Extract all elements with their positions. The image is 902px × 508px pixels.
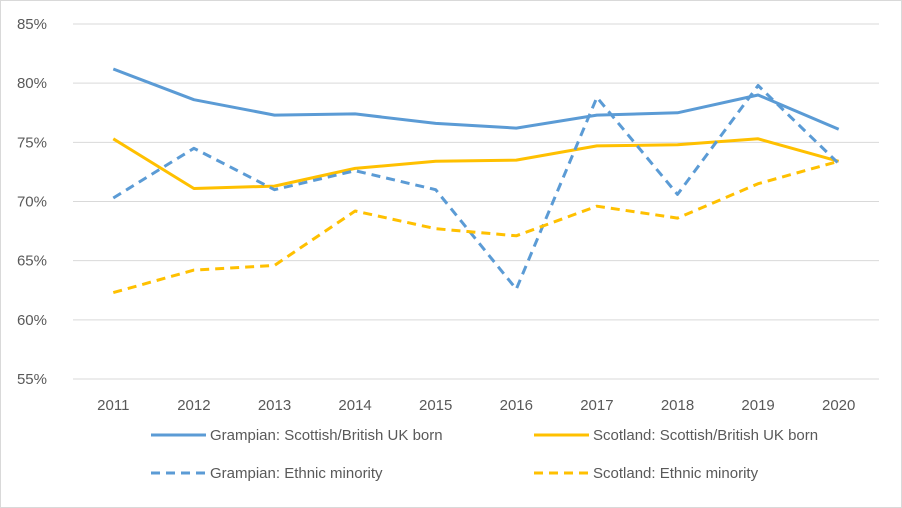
legend-label: Scotland: Ethnic minority [593,465,759,482]
series-line [112,84,840,291]
legend-label: Grampian: Scottish/British UK born [210,427,443,444]
x-tick-label: 2019 [741,397,774,414]
y-axis-tick-labels: 55% 60% 65% 70% 75% 80% 85% [17,16,47,388]
legend-item: Scotland: Ethnic minority [534,465,759,482]
x-tick-label: 2014 [338,397,371,414]
x-tick-label: 2012 [177,397,210,414]
legend: Grampian: Scottish/British UK born Scotla… [151,427,818,482]
series-lines [112,67,840,295]
x-tick-label: 2013 [258,397,291,414]
gridlines [73,23,879,380]
y-tick-label: 70% [17,194,47,211]
y-tick-label: 55% [17,371,47,388]
legend-label: Scotland: Scottish/British UK born [593,427,818,444]
y-tick-label: 85% [17,16,47,33]
x-tick-label: 2011 [97,397,129,414]
series-line [112,137,840,190]
legend-item: Grampian: Ethnic minority [151,465,383,482]
legend-label: Grampian: Ethnic minority [210,465,383,482]
legend-item: Scotland: Scottish/British UK born [534,427,818,444]
legend-item: Grampian: Scottish/British UK born [151,427,443,444]
x-tick-label: 2015 [419,397,452,414]
y-tick-label: 60% [17,312,47,329]
y-tick-label: 65% [17,253,47,270]
x-axis-tick-labels: 2011 2012 2013 2014 2015 2016 2017 2018 2019 2020 [97,397,855,414]
x-tick-label: 2020 [822,397,855,414]
y-tick-label: 80% [17,75,47,92]
y-tick-label: 75% [17,134,47,151]
series-line [112,159,840,295]
x-tick-label: 2017 [580,397,613,414]
series-line [112,67,840,131]
x-tick-label: 2016 [500,397,533,414]
x-tick-label: 2018 [661,397,694,414]
